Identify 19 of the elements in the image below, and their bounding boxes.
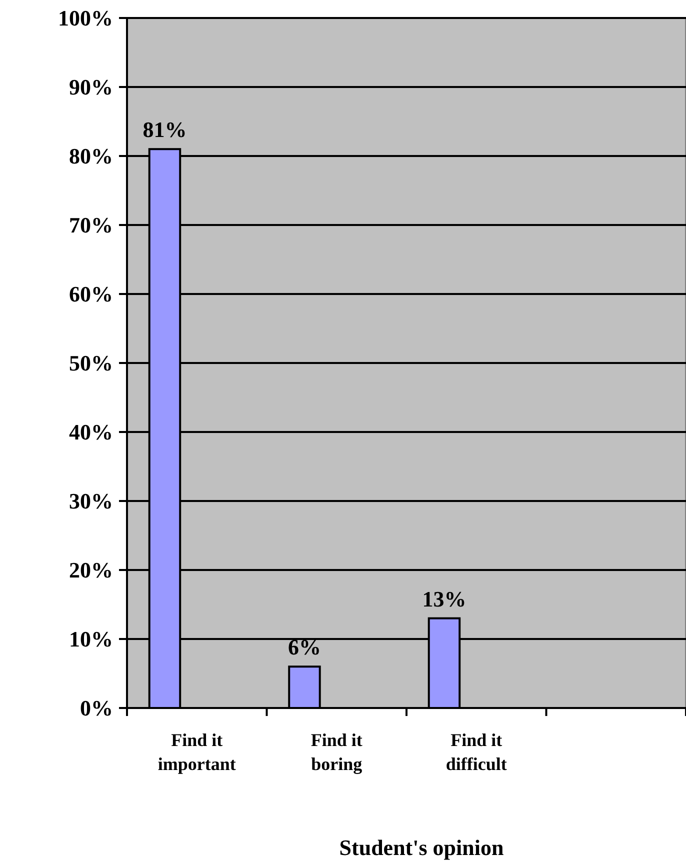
y-tick-label: 20% [69,558,113,583]
data-label: 13% [422,586,466,612]
y-tick-label: 70% [69,212,113,238]
y-tick-label: 40% [69,420,113,445]
y-tick-label: 90% [69,74,113,100]
x-tick-label: Find it difficult [446,730,507,774]
y-tick-label: 100% [58,6,113,31]
x-axis-title: Student's opinion [339,835,504,860]
y-tick-label: 10% [69,626,113,652]
x-tick-label: Find it important [158,730,236,774]
y-tick-label: 50% [69,350,113,376]
x-tick-label: Find it boring [310,730,362,774]
bar [288,666,321,709]
y-tick-label: 80% [69,144,113,169]
y-tick-label: 60% [69,282,113,307]
data-label: 81% [142,117,187,142]
y-tick-label: 30% [69,488,113,514]
data-label: 6% [288,634,321,660]
y-tick-label: 0% [80,696,113,721]
